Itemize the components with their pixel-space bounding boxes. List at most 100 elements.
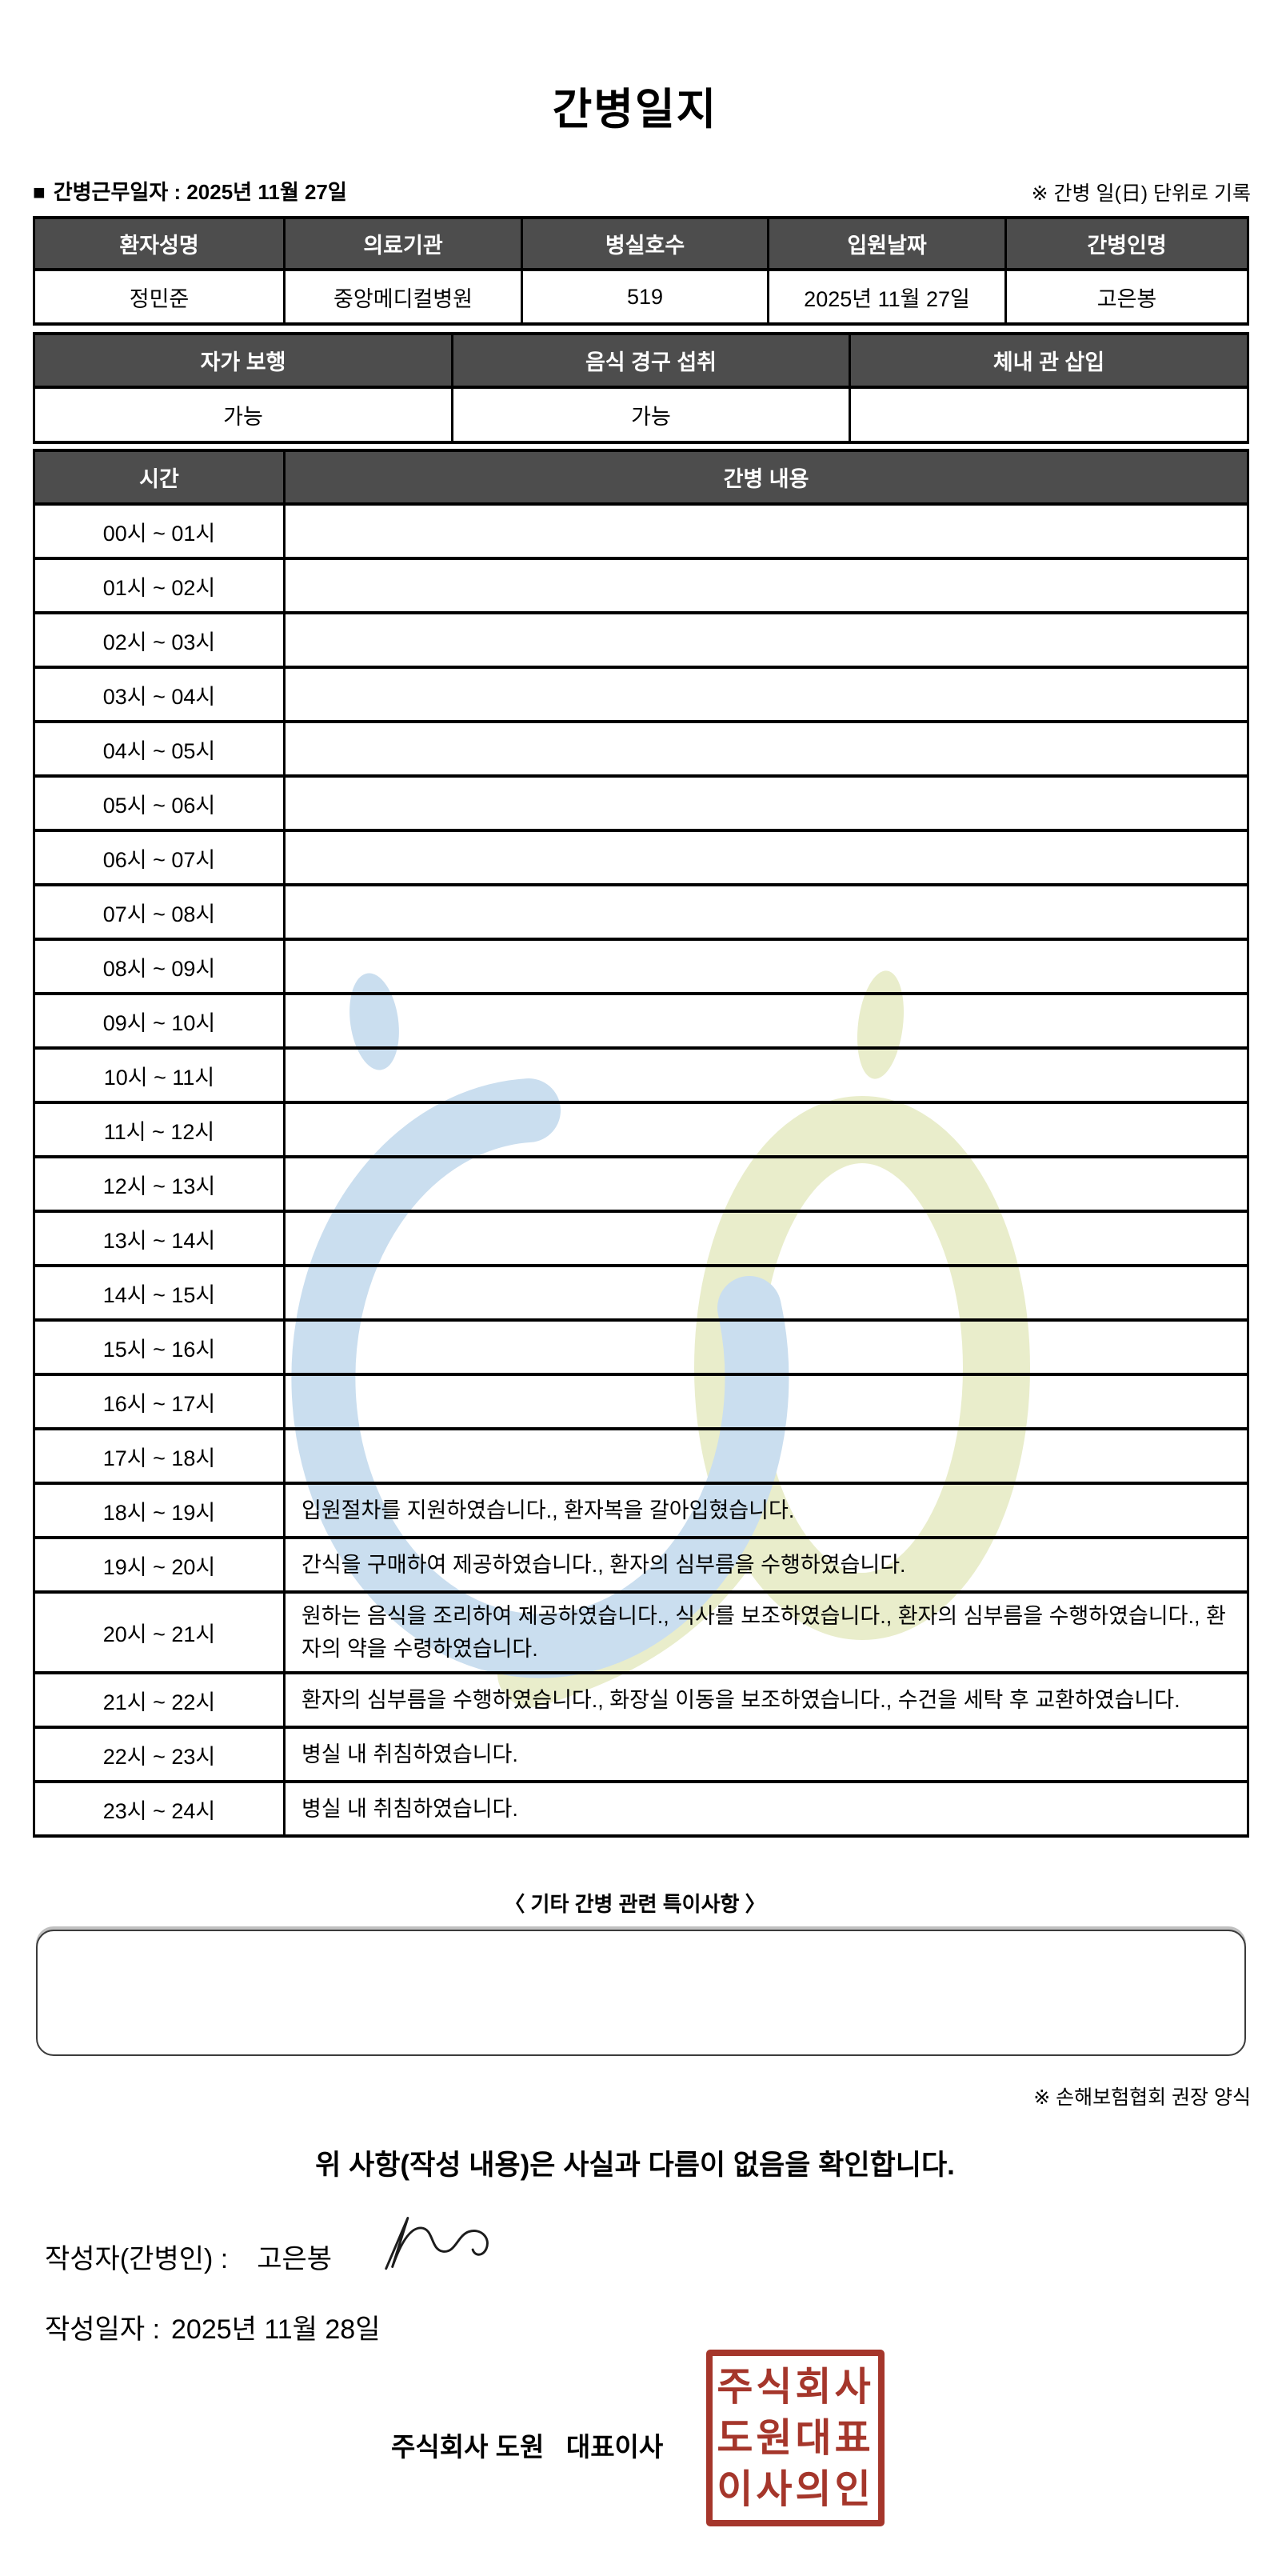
black-square-icon: ■: [33, 180, 46, 204]
admission-date-value: 2025년 11월 27일: [767, 268, 1007, 326]
hospital-value: 중앙메디컬병원: [283, 268, 523, 326]
care-table-row: 07시 ~ 08시: [33, 883, 1249, 941]
write-date-line: 작성일자 : 2025년 11월 28일: [45, 2307, 381, 2346]
care-content-cell: [283, 1318, 1249, 1376]
care-content-cell: [283, 1046, 1249, 1104]
care-content-cell: [283, 1155, 1249, 1213]
signature: [385, 2217, 489, 2270]
care-time-cell: 18시 ~ 19시: [33, 1482, 286, 1539]
care-time-cell: 05시 ~ 06시: [33, 774, 286, 832]
care-time-cell: 22시 ~ 23시: [33, 1726, 286, 1783]
care-time-cell: 13시 ~ 14시: [33, 1210, 286, 1267]
care-table-row: 14시 ~ 15시: [33, 1264, 1249, 1322]
care-table-row: 10시 ~ 11시: [33, 1046, 1249, 1104]
care-table-row: 15시 ~ 16시: [33, 1318, 1249, 1376]
care-table-row: 21시 ~ 22시 환자의 심부름을 수행하였습니다., 화장실 이동을 보조하였…: [33, 1671, 1249, 1729]
care-content-cell: [283, 1427, 1249, 1485]
care-table-row: 13시 ~ 14시: [33, 1210, 1249, 1267]
care-time-cell: 15시 ~ 16시: [33, 1318, 286, 1376]
care-content-cell: [283, 1210, 1249, 1267]
care-content-cell: [283, 611, 1249, 669]
care-table-row: 20시 ~ 21시 원하는 음식을 조리하여 제공하였습니다., 식사를 보조하였…: [33, 1590, 1249, 1674]
care-content-cell: 원하는 음식을 조리하여 제공하였습니다., 식사를 보조하였습니다., 환자의…: [283, 1590, 1249, 1674]
care-time-cell: 16시 ~ 17시: [33, 1373, 286, 1430]
col-header-admission-date: 입원날짜: [767, 216, 1007, 271]
writer-line: 작성자(간병인) : 고은봉: [45, 2237, 332, 2276]
care-time-cell: 04시 ~ 05시: [33, 720, 286, 778]
oral-intake-value: 가능: [451, 386, 851, 444]
care-content-cell: [283, 883, 1249, 941]
care-table-row: 02시 ~ 03시: [33, 611, 1249, 669]
care-content-cell: 환자의 심부름을 수행하였습니다., 화장실 이동을 보조하였습니다., 수건을…: [283, 1671, 1249, 1729]
care-table-row: 08시 ~ 09시: [33, 938, 1249, 995]
page-title: 간병일지: [552, 86, 718, 134]
care-table-row: 23시 ~ 24시 병실 내 취침하였습니다.: [33, 1780, 1249, 1838]
patient-status-table: 자가 보행 음식 경구 섭취 체내 관 삽입 가능 가능: [33, 332, 1249, 444]
care-content-cell: 병실 내 취침하였습니다.: [283, 1780, 1249, 1838]
company-ceo-line: 주식회사 도원 대표이사: [391, 2432, 664, 2462]
care-table-row: 01시 ~ 02시: [33, 557, 1249, 614]
care-time-cell: 03시 ~ 04시: [33, 666, 286, 723]
care-time-cell: 00시 ~ 01시: [33, 502, 286, 560]
care-content-cell: [283, 1373, 1249, 1430]
care-table-row: 09시 ~ 10시: [33, 992, 1249, 1050]
care-time-cell: 02시 ~ 03시: [33, 611, 286, 669]
care-table-row: 05시 ~ 06시: [33, 774, 1249, 832]
care-time-cell: 23시 ~ 24시: [33, 1780, 286, 1838]
care-time-cell: 21시 ~ 22시: [33, 1671, 286, 1729]
care-time-cell: 20시 ~ 21시: [33, 1590, 286, 1674]
care-time-cell: 17시 ~ 18시: [33, 1427, 286, 1485]
col-header-self-walking: 자가 보행: [33, 332, 453, 389]
stamp-line-2: 도원대표: [717, 2416, 874, 2460]
care-time-cell: 09시 ~ 10시: [33, 992, 286, 1050]
care-content-cell: [283, 1101, 1249, 1158]
stamp-line-1: 주식회사: [717, 2365, 874, 2409]
work-date-text: 간병근무일자 : 2025년 11월 27일: [53, 180, 347, 204]
care-table-row: 04시 ~ 05시: [33, 720, 1249, 778]
notes-heading: 〈 기타 간병 관련 특이사항 〉: [504, 1892, 766, 1916]
patient-name-value: 정민준: [33, 268, 286, 326]
care-content-cell: [283, 992, 1249, 1050]
care-table-row: 11시 ~ 12시: [33, 1101, 1249, 1158]
self-walking-value: 가능: [33, 386, 453, 444]
care-content-cell: [283, 502, 1249, 560]
care-time-cell: 01시 ~ 02시: [33, 557, 286, 614]
work-date-line: ■ 간병근무일자 : 2025년 11월 27일: [33, 176, 347, 206]
write-date-label: 작성일자 :: [45, 2314, 161, 2345]
care-time-cell: 10시 ~ 11시: [33, 1046, 286, 1104]
room-value: 519: [521, 268, 769, 326]
care-table-row: 12시 ~ 13시: [33, 1155, 1249, 1213]
care-table-row: 16시 ~ 17시: [33, 1373, 1249, 1430]
care-table-row: 22시 ~ 23시 병실 내 취침하였습니다.: [33, 1726, 1249, 1783]
care-content-cell: [283, 938, 1249, 995]
col-header-hospital: 의료기관: [283, 216, 523, 271]
care-content-cell: [283, 1264, 1249, 1322]
care-table-row: 00시 ~ 01시: [33, 502, 1249, 560]
corporate-seal-stamp: 주식회사 도원대표 이사의인: [706, 2350, 885, 2526]
care-content-cell: [283, 829, 1249, 886]
confirmation-statement: 위 사항(작성 내용)은 사실과 다름이 없음을 확인합니다.: [315, 2150, 955, 2181]
care-time-cell: 06시 ~ 07시: [33, 829, 286, 886]
care-content-cell: [283, 557, 1249, 614]
care-content-cell: [283, 666, 1249, 723]
writer-name: 고은봉: [257, 2244, 333, 2274]
care-content-cell: 입원절차를 지원하였습니다., 환자복을 갈아입혔습니다.: [283, 1482, 1249, 1539]
care-content-cell: [283, 720, 1249, 778]
write-date-value: 2025년 11월 28일: [171, 2314, 381, 2345]
care-time-cell: 19시 ~ 20시: [33, 1536, 286, 1594]
care-table-body: 00시 ~ 01시 01시 ~ 02시 02시 ~ 03시 03시 ~ 04시 04시 …: [33, 502, 1249, 1838]
care-time-cell: 11시 ~ 12시: [33, 1101, 286, 1158]
care-time-cell: 07시 ~ 08시: [33, 883, 286, 941]
col-header-oral-intake: 음식 경구 섭취: [451, 332, 851, 389]
tube-insertion-value: [849, 386, 1249, 444]
care-table-row: 19시 ~ 20시 간식을 구매하여 제공하였습니다., 환자의 심부름을 수행하…: [33, 1536, 1249, 1594]
care-table-row: 06시 ~ 07시: [33, 829, 1249, 886]
care-time-cell: 08시 ~ 09시: [33, 938, 286, 995]
writer-label: 작성자(간병인) :: [45, 2244, 229, 2274]
stamp-line-3: 이사의인: [717, 2467, 874, 2511]
col-header-room: 병실호수: [521, 216, 769, 271]
care-table-row: 18시 ~ 19시 입원절차를 지원하였습니다., 환자복을 갈아입혔습니다.: [33, 1482, 1249, 1539]
care-content-cell: [283, 774, 1249, 832]
care-content-cell: 간식을 구매하여 제공하였습니다., 환자의 심부름을 수행하였습니다.: [283, 1536, 1249, 1594]
